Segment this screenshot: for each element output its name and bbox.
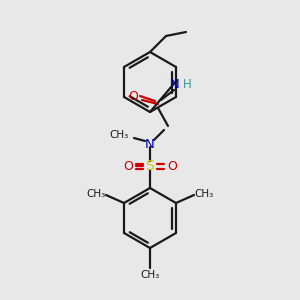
Text: N: N bbox=[145, 137, 155, 151]
Text: CH₃: CH₃ bbox=[194, 189, 214, 199]
Text: CH₃: CH₃ bbox=[86, 189, 106, 199]
Text: N: N bbox=[170, 77, 180, 91]
Text: CH₃: CH₃ bbox=[110, 130, 129, 140]
Text: H: H bbox=[183, 77, 191, 91]
Text: O: O bbox=[128, 91, 138, 103]
Text: O: O bbox=[167, 160, 177, 172]
Text: CH₃: CH₃ bbox=[140, 270, 160, 280]
Text: S: S bbox=[146, 159, 154, 173]
Text: O: O bbox=[123, 160, 133, 172]
